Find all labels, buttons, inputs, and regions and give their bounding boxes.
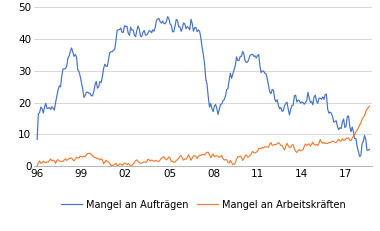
Mangel an Arbeitskräften [367,105,372,107]
Line: Mangel an Arbeitskräften: Mangel an Arbeitskräften [37,106,369,166]
Mangel an Arbeitskräften [35,165,40,167]
Legend: Mangel an Aufträgen, Mangel an Arbeitskräften: Mangel an Aufträgen, Mangel an Arbeitskr… [61,200,345,210]
Mangel an Aufträgen [250,53,255,56]
Mangel an Aufträgen [367,148,372,151]
Mangel an Arbeitskräften [250,150,255,153]
Mangel an Aufträgen [339,127,344,130]
Mangel an Arbeitskräften [147,158,151,161]
Mangel an Arbeitskräften [339,140,344,142]
Line: Mangel an Aufträgen: Mangel an Aufträgen [37,17,369,156]
Mangel an Aufträgen [146,32,150,35]
Mangel an Arbeitskräften [341,139,346,142]
Mangel an Aufträgen [35,138,40,141]
Mangel an Arbeitskräften [271,144,276,146]
Mangel an Aufträgen [165,15,170,18]
Mangel an Arbeitskräften [261,147,266,149]
Mangel an Aufträgen [271,89,276,92]
Mangel an Arbeitskräften [128,165,133,168]
Mangel an Aufträgen [261,70,266,73]
Mangel an Aufträgen [357,155,362,158]
Mangel an Aufträgen [341,118,346,120]
